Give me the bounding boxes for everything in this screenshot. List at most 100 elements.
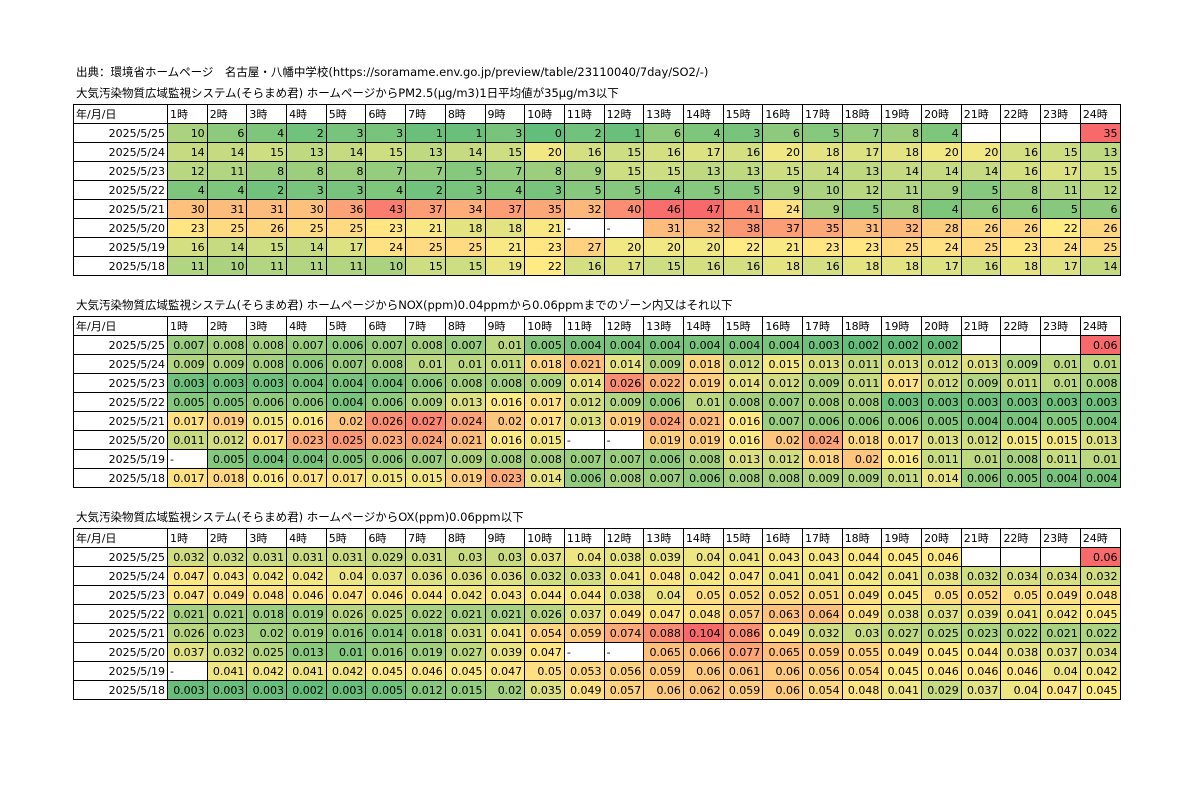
value-cell: 0.018 bbox=[841, 430, 883, 450]
value-cell: 0.062 bbox=[682, 680, 724, 700]
value-cell: 10 bbox=[167, 123, 208, 143]
value-cell: 0.008 bbox=[484, 373, 526, 393]
value-cell: 0.023 bbox=[960, 623, 1002, 643]
value-cell: 14 bbox=[921, 161, 962, 181]
value-cell: 0.031 bbox=[246, 547, 288, 567]
value-cell: 16 bbox=[563, 142, 605, 162]
value-cell: 2 bbox=[286, 123, 327, 143]
value-cell: 0.006 bbox=[365, 392, 407, 412]
row-date: 2025/5/18 bbox=[73, 680, 168, 700]
table-ox: 年/月/日 1時 2時 3時 4時 5時 6時 7時 8時 9時 10時 11時 12時 13時 14時 15… bbox=[73, 528, 1121, 700]
value-cell: 0.06 bbox=[1079, 547, 1121, 567]
row-date: 2025/5/19 bbox=[73, 237, 168, 257]
header-hour: 21時 bbox=[960, 104, 1002, 124]
value-cell: 0.006 bbox=[365, 449, 407, 469]
value-cell: 0.008 bbox=[722, 392, 764, 412]
value-cell: 0.026 bbox=[167, 623, 208, 643]
value-cell: 20 bbox=[643, 237, 684, 257]
row-date: 2025/5/25 bbox=[73, 335, 168, 355]
header-hour: 9時 bbox=[484, 316, 526, 336]
value-cell: 0.045 bbox=[881, 547, 923, 567]
value-cell: 0.037 bbox=[563, 604, 605, 624]
value-cell: 14 bbox=[1079, 256, 1121, 276]
value-cell: 15 bbox=[1040, 142, 1081, 162]
value-cell: 0.032 bbox=[524, 566, 565, 586]
value-cell bbox=[960, 547, 1002, 567]
value-cell: 0.006 bbox=[405, 373, 446, 393]
table-row: 2025/5/25 0.032 0.032 0.031 0.031 0.031 0.029 0… bbox=[73, 547, 1121, 567]
value-cell: 3 bbox=[286, 180, 327, 200]
header-hour: 7時 bbox=[405, 104, 446, 124]
value-cell: 0.021 bbox=[444, 604, 486, 624]
row-date: 2025/5/21 bbox=[73, 411, 168, 431]
value-cell: 15 bbox=[1079, 161, 1121, 181]
value-cell: 0.021 bbox=[563, 354, 605, 374]
value-cell: 23 bbox=[1000, 237, 1042, 257]
value-cell: 21 bbox=[484, 237, 526, 257]
table-row: 2025/5/20 0.011 0.012 0.017 0.023 0.025 0.023 0… bbox=[73, 430, 1121, 450]
value-cell: 0.035 bbox=[524, 680, 565, 700]
value-cell: 31 bbox=[206, 199, 248, 219]
header-date: 年/月/日 bbox=[73, 104, 168, 124]
value-cell: 0.034 bbox=[1040, 566, 1081, 586]
value-cell: 0.066 bbox=[682, 642, 724, 662]
value-cell: 0.044 bbox=[524, 585, 565, 605]
value-cell: 5 bbox=[960, 180, 1002, 200]
value-cell: 32 bbox=[881, 218, 923, 238]
value-cell: 0.008 bbox=[444, 373, 486, 393]
value-cell: 0.057 bbox=[603, 680, 645, 700]
value-cell: 0.017 bbox=[524, 411, 565, 431]
value-cell: 0.003 bbox=[881, 392, 923, 412]
row-date: 2025/5/20 bbox=[73, 642, 168, 662]
value-cell: 0.006 bbox=[325, 335, 367, 355]
table-row: 2025/5/20 0.037 0.032 0.025 0.013 0.01 0.016 0.… bbox=[73, 642, 1121, 662]
value-cell: 0.008 bbox=[484, 449, 526, 469]
value-cell: 0.065 bbox=[762, 642, 803, 662]
value-cell: 19 bbox=[484, 256, 526, 276]
value-cell: 0.037 bbox=[960, 680, 1002, 700]
value-cell: 0.049 bbox=[603, 604, 645, 624]
value-cell: 0.011 bbox=[921, 449, 962, 469]
value-cell: 0.047 bbox=[167, 566, 208, 586]
value-cell: 0.023 bbox=[365, 430, 407, 450]
value-cell: 34 bbox=[444, 199, 486, 219]
value-cell: 0.01 bbox=[325, 642, 367, 662]
value-cell: 3 bbox=[365, 123, 407, 143]
value-cell: 0.04 bbox=[563, 547, 605, 567]
value-cell: 0.015 bbox=[365, 468, 407, 488]
value-cell: 0.037 bbox=[365, 566, 407, 586]
value-cell: 0.063 bbox=[762, 604, 803, 624]
value-cell: 6 bbox=[762, 123, 803, 143]
header-hour: 15時 bbox=[722, 316, 764, 336]
value-cell: 0.008 bbox=[1079, 373, 1121, 393]
value-cell: 0.013 bbox=[722, 449, 764, 469]
value-cell: 0.016 bbox=[484, 430, 526, 450]
value-cell: 0.049 bbox=[1040, 585, 1081, 605]
value-cell: 0.044 bbox=[960, 642, 1002, 662]
table-row: 2025/5/19-0.005 0.004 0.004 0.005 0.006 0.007… bbox=[73, 449, 1121, 469]
value-cell: 25 bbox=[286, 218, 327, 238]
value-cell: 40 bbox=[603, 199, 645, 219]
table-row: 2025/5/18 11 10 11 11 11 10 15 15 19 22 16 17 15 16 16 1… bbox=[73, 256, 1121, 276]
value-cell: 0.088 bbox=[643, 623, 684, 643]
value-cell: - bbox=[563, 642, 605, 662]
value-cell: 0.014 bbox=[921, 468, 962, 488]
table-row: 2025/5/25 10 6 4 2 3 3 1 1 3 0 2 1 6 4 3 6 5 7 8 4 35 bbox=[73, 123, 1121, 143]
value-cell: 25 bbox=[206, 218, 248, 238]
value-cell: 17 bbox=[682, 142, 724, 162]
value-cell: 0.01 bbox=[1079, 449, 1121, 469]
header-hour: 8時 bbox=[444, 528, 486, 548]
value-cell: 11 bbox=[167, 256, 208, 276]
value-cell bbox=[1040, 123, 1081, 143]
row-date: 2025/5/20 bbox=[73, 430, 168, 450]
value-cell: 0.003 bbox=[206, 680, 248, 700]
row-date: 2025/5/24 bbox=[73, 566, 168, 586]
value-cell: 0.041 bbox=[1000, 604, 1042, 624]
value-cell: 0.032 bbox=[206, 642, 248, 662]
value-cell: 16 bbox=[643, 142, 684, 162]
value-cell: 0.046 bbox=[365, 585, 407, 605]
header-hour: 10時 bbox=[524, 104, 565, 124]
value-cell: 0.077 bbox=[722, 642, 764, 662]
value-cell: 24 bbox=[921, 237, 962, 257]
value-cell: 0.01 bbox=[484, 335, 526, 355]
